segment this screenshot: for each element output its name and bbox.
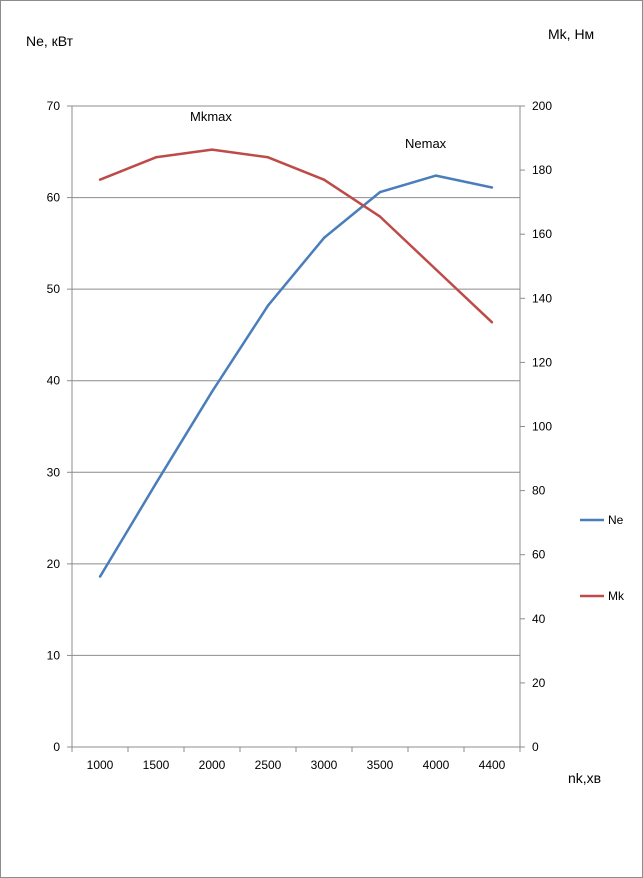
legend-label-ne: Ne (608, 513, 624, 527)
data-point-ne (490, 186, 494, 189)
data-point-mk (154, 156, 158, 159)
x-tick-label: 4000 (423, 758, 450, 772)
x-tick-label: 2500 (255, 758, 282, 772)
data-point-ne (210, 390, 214, 393)
y-left-tick-label: 40 (47, 374, 61, 388)
data-point-ne (266, 304, 270, 307)
y-right-tick-label: 80 (532, 484, 546, 498)
x-tick-label: 3500 (367, 758, 394, 772)
x-axis-title: nk,хв (568, 770, 601, 786)
legend-label-mk: Mk (608, 589, 625, 603)
y-left-tick-label: 0 (53, 740, 60, 754)
x-tick-label: 1500 (143, 758, 170, 772)
annotation-nemax: Nemax (405, 136, 447, 151)
series-line-ne (98, 174, 493, 578)
y-right-tick-label: 120 (532, 355, 552, 369)
y-right-tick-label: 140 (532, 291, 552, 305)
annotation-mkmax: Mkmax (190, 109, 232, 124)
y-left-tick-label: 10 (47, 648, 61, 662)
data-point-ne (434, 174, 438, 177)
x-tick-label: 4400 (479, 758, 506, 772)
data-point-mk (434, 268, 438, 271)
data-point-ne (378, 190, 382, 194)
data-point-ne (98, 575, 102, 578)
y-right-tick-label: 200 (532, 99, 552, 113)
y-right-tick-label: 0 (532, 740, 539, 754)
series-line-mk (99, 148, 493, 324)
y-right-tick-label: 160 (532, 227, 552, 241)
data-point-mk (490, 321, 494, 324)
y-left-tick-label: 60 (47, 191, 61, 205)
legend: Ne Mk (580, 513, 625, 603)
data-point-mk (322, 178, 326, 181)
right-axis-title: Mk, Нм (548, 26, 594, 42)
y-left-tick-label: 30 (47, 465, 61, 479)
series-lines (98, 148, 494, 578)
data-point-mk (266, 156, 270, 159)
y-left-tick-label: 20 (47, 557, 61, 571)
tick-labels: 0 10 20 30 40 50 60 70 0 20 40 60 80 100 120 140 160 180 2… (47, 99, 553, 772)
data-point-ne (154, 482, 158, 485)
y-right-tick-label: 60 (532, 548, 546, 562)
y-right-tick-label: 40 (532, 612, 546, 626)
data-point-mk (210, 148, 214, 151)
left-axis-title: Ne, кВт (26, 33, 74, 49)
y-left-tick-label: 50 (47, 282, 61, 296)
data-point-ne (322, 236, 326, 240)
data-point-mk (378, 215, 382, 218)
x-tick-label: 3000 (311, 758, 338, 772)
y-left-tick-label: 70 (47, 99, 61, 113)
x-tick-label: 1000 (87, 758, 114, 772)
x-tick-label: 2000 (199, 758, 226, 772)
y-right-tick-label: 100 (532, 420, 552, 434)
data-point-mk (98, 178, 102, 181)
y-right-tick-label: 20 (532, 676, 546, 690)
grid-lines (72, 105, 520, 656)
axes (67, 105, 525, 752)
y-right-tick-label: 180 (532, 163, 552, 177)
